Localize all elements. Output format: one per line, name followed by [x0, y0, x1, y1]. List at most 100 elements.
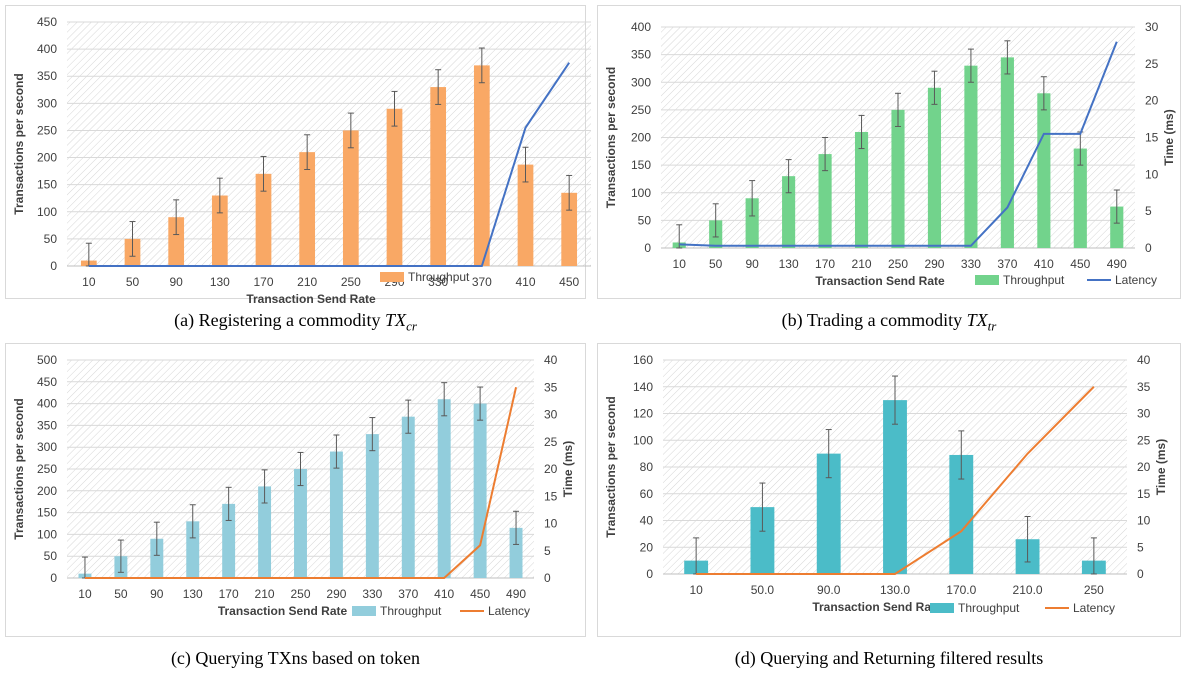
y-tick-label: 150 [37, 178, 57, 192]
bar [150, 538, 164, 578]
y-tick-label: 200 [37, 484, 57, 498]
x-tick-label: 450 [559, 275, 579, 289]
bar [509, 527, 523, 578]
bar [168, 217, 185, 266]
bar [854, 131, 869, 248]
bar [927, 87, 942, 249]
y-tick-label: 400 [37, 42, 57, 56]
y-tick-label: 250 [631, 103, 651, 117]
y2-tick-label: 20 [1137, 460, 1151, 474]
caption-text: (a) Registering a commodity [174, 310, 386, 330]
y-tick-label: 300 [631, 75, 651, 89]
x-tick-label: 410 [1034, 257, 1054, 271]
y-tick-label: 0 [646, 567, 653, 581]
y-tick-label: 100 [631, 186, 651, 200]
legend-swatch-bar [975, 275, 999, 285]
y2-tick-label: 15 [1145, 131, 1159, 145]
y2-tick-label: 10 [1137, 514, 1151, 528]
y2-tick-label: 40 [1137, 353, 1151, 367]
y2-tick-label: 10 [1145, 167, 1159, 181]
caption-text: (c) Querying TXns based on token [170, 648, 421, 668]
x-tick-label: 450 [1070, 257, 1090, 271]
y2-tick-label: 15 [1137, 487, 1151, 501]
y-tick-label: 80 [640, 460, 654, 474]
y2-tick-label: 20 [1145, 94, 1159, 108]
bar [891, 109, 905, 248]
chart-svg: 0 20 40 60 80 100 120 140 160 0 5 10 15 20 25 30 35 40 10 5… [597, 343, 1181, 637]
caption-b: (b) Trading a commodity TXtr [597, 310, 1181, 335]
chart-panel-d: 0 20 40 60 80 100 120 140 160 0 5 10 15 20 25 30 35 40 10 5… [597, 343, 1181, 637]
bar [818, 154, 832, 248]
x-tick-label: 370 [472, 275, 492, 289]
x-tick-label: 370 [398, 587, 418, 601]
y2-tick-label: 30 [544, 408, 558, 422]
bar [473, 403, 487, 578]
bar [329, 451, 343, 578]
caption-a: (a) Registering a commodity TXcr [5, 310, 586, 335]
y-tick-label: 200 [37, 151, 57, 165]
bar [186, 521, 200, 578]
y-tick-label: 160 [633, 353, 653, 367]
y-axis-title: Transactions per second [604, 67, 618, 208]
x-tick-label: 210 [297, 275, 317, 289]
y2-tick-label: 25 [1137, 433, 1151, 447]
y2-tick-label: 15 [544, 489, 558, 503]
legend-label: Latency [488, 604, 530, 618]
y2-tick-label: 30 [1137, 407, 1151, 421]
x-tick-label: 10 [78, 587, 92, 601]
chart-group: 0 50 100 150 200 250 300 350 400 0 5 10 15 20 25 30 10 50… [597, 5, 1181, 299]
x-axis-title: Transaction Send Rate [218, 604, 348, 618]
y-tick-label: 140 [633, 380, 653, 394]
x-tick-label: 50 [114, 587, 128, 601]
bar [258, 486, 272, 578]
x-tick-label: 490 [1107, 257, 1127, 271]
legend-label: Throughput [1003, 273, 1065, 287]
y2-tick-label: 40 [544, 353, 558, 367]
y-tick-label: 50 [44, 232, 58, 246]
y-tick-label: 150 [631, 158, 651, 172]
y-tick-label: 40 [640, 514, 654, 528]
bar [1110, 206, 1124, 248]
legend-swatch-bar [380, 272, 404, 282]
x-axis-title: Transaction Send Rate [246, 292, 376, 306]
chart-svg: 0 50 100 150 200 250 300 350 400 450 500 0 5 10 15 20 25… [5, 343, 586, 637]
x-tick-label: 290 [326, 587, 346, 601]
y-tick-label: 200 [631, 131, 651, 145]
y2-axis-title: Time (ms) [1162, 109, 1176, 165]
bar [365, 434, 379, 578]
x-tick-label: 330 [961, 257, 981, 271]
bar [745, 198, 759, 248]
y-tick-label: 350 [631, 48, 651, 62]
x-tick-label: 250 [1084, 583, 1104, 597]
x-tick-label: 50.0 [751, 583, 775, 597]
bar [437, 399, 451, 578]
chart-group: 0 50 100 150 200 250 300 350 400 450 500 0 5 10 15 20 25… [5, 343, 586, 637]
caption-text: (b) Trading a commodity [781, 310, 967, 330]
y-tick-label: 350 [37, 69, 57, 83]
bar [222, 503, 236, 578]
y-tick-label: 0 [50, 259, 57, 273]
chart-group: 0 20 40 60 80 100 120 140 160 0 5 10 15 20 25 30 35 40 10 5… [597, 343, 1181, 637]
y2-tick-label: 0 [1145, 241, 1152, 255]
bar [1037, 93, 1051, 248]
y-tick-label: 0 [50, 571, 57, 585]
bar [883, 400, 907, 574]
y2-tick-label: 5 [544, 544, 551, 558]
y-tick-label: 150 [37, 506, 57, 520]
x-tick-label: 250 [888, 257, 908, 271]
y-tick-label: 250 [37, 123, 57, 137]
x-tick-label: 10 [82, 275, 96, 289]
y2-tick-label: 20 [544, 462, 558, 476]
x-tick-label: 410 [515, 275, 535, 289]
chart-panel-b: 0 50 100 150 200 250 300 350 400 0 5 10 15 20 25 30 10 50… [597, 5, 1181, 299]
plot-area [67, 22, 591, 266]
y-tick-label: 450 [37, 375, 57, 389]
chart-group: 0501001502002503003504004500510152025301… [5, 5, 632, 306]
bar [816, 453, 841, 574]
caption-math-sub: cr [406, 318, 417, 334]
bar [294, 469, 307, 578]
y-tick-label: 50 [44, 549, 58, 563]
y-tick-label: 400 [631, 20, 651, 34]
bar [964, 65, 978, 248]
y2-tick-label: 35 [1137, 380, 1151, 394]
